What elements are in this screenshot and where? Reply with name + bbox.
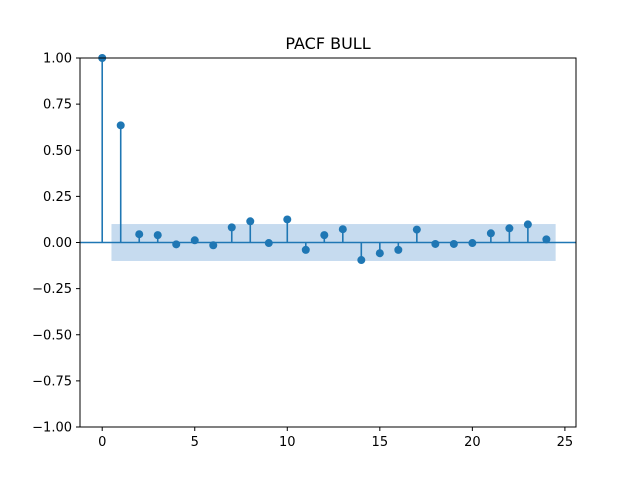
stem-marker-lag-4 bbox=[172, 240, 181, 249]
stem-marker-lag-8 bbox=[246, 217, 255, 226]
y-tick-label: −1.00 bbox=[32, 421, 72, 436]
stem-marker-lag-21 bbox=[486, 229, 495, 238]
stem-marker-lag-24 bbox=[542, 235, 551, 244]
stem-marker-lag-18 bbox=[431, 239, 440, 248]
stem-marker-lag-22 bbox=[505, 224, 514, 233]
stem-marker-lag-2 bbox=[135, 230, 144, 239]
x-tick-label: 5 bbox=[191, 435, 199, 450]
chart-title: PACF BULL bbox=[285, 34, 370, 53]
y-tick-label: 0.00 bbox=[43, 236, 72, 251]
x-tick-label: 10 bbox=[279, 435, 296, 450]
x-tick-label: 20 bbox=[464, 435, 481, 450]
x-axis-ticks: 0 5 10 15 20 25 bbox=[98, 427, 573, 450]
x-tick-label: 25 bbox=[557, 435, 574, 450]
stem-marker-lag-13 bbox=[338, 225, 347, 234]
stem-marker-lag-14 bbox=[357, 256, 366, 265]
y-tick-label: 0.75 bbox=[43, 98, 72, 113]
y-axis-ticks: −1.00 −0.75 −0.50 −0.25 0.00 0.25 0.50 0.75 1.00 bbox=[32, 52, 80, 436]
stem-marker-lag-19 bbox=[449, 239, 458, 248]
y-tick-label: 0.50 bbox=[43, 144, 72, 159]
y-tick-label: −0.25 bbox=[32, 282, 72, 297]
stem-marker-lag-17 bbox=[412, 225, 421, 234]
stem-marker-lag-5 bbox=[190, 236, 199, 245]
y-tick-label: 1.00 bbox=[43, 52, 72, 67]
stem-marker-lag-3 bbox=[153, 231, 162, 240]
stem-marker-lag-15 bbox=[375, 249, 384, 258]
stem-marker-lag-11 bbox=[301, 245, 310, 254]
stem-marker-lag-9 bbox=[264, 239, 273, 248]
stem-marker-lag-23 bbox=[523, 220, 532, 229]
stem-marker-lag-10 bbox=[283, 215, 292, 224]
y-tick-label: −0.75 bbox=[32, 374, 72, 389]
x-tick-label: 0 bbox=[98, 435, 106, 450]
stem-marker-lag-12 bbox=[320, 231, 329, 240]
stem-marker-lag-20 bbox=[468, 239, 477, 248]
stem-marker-lag-16 bbox=[394, 245, 403, 254]
y-tick-label: 0.25 bbox=[43, 190, 72, 205]
x-tick-label: 15 bbox=[372, 435, 389, 450]
stem-marker-lag-7 bbox=[227, 223, 236, 232]
stem-marker-lag-6 bbox=[209, 241, 218, 250]
y-tick-label: −0.50 bbox=[32, 328, 72, 343]
stem-marker-lag-1 bbox=[116, 121, 125, 130]
